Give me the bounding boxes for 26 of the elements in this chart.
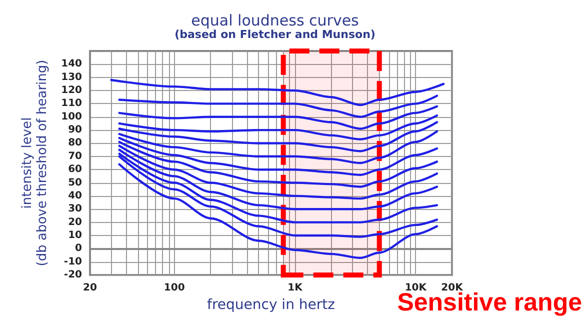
- y-tick-label: 10: [68, 230, 82, 241]
- y-tick-label: 80: [68, 138, 82, 149]
- x-axis-title: frequency in hertz: [207, 296, 335, 313]
- y-tick-label: 20: [68, 216, 82, 228]
- y-tick-label: -10: [64, 256, 82, 268]
- x-tick-label: 20: [83, 282, 97, 294]
- y-tick-label: 70: [68, 150, 82, 162]
- y-tick-label: 110: [61, 98, 82, 110]
- y-tick-label: 30: [68, 204, 82, 215]
- x-tick-label: 10K: [404, 282, 428, 294]
- y-tick-label: -20: [64, 270, 82, 280]
- chart-subtitle: (based on Fletcher and Munson): [174, 28, 376, 41]
- y-tick-label: 50: [68, 177, 82, 188]
- y-tick-label: 130: [61, 72, 82, 83]
- y-tick-label: 140: [61, 58, 82, 70]
- y-tick-label: 60: [68, 164, 82, 176]
- x-tick-label: 1K: [288, 282, 304, 294]
- y-tick-label: 100: [61, 111, 82, 122]
- x-tick-label: 100: [164, 282, 185, 294]
- x-tick-label: 20K: [441, 282, 464, 294]
- y-tick-label: 0: [75, 243, 82, 254]
- y-tick-label: 90: [68, 124, 82, 136]
- y-axis-title: intensity level (db above threshold of hearing): [20, 60, 50, 266]
- y-tick-label: 120: [61, 85, 82, 96]
- y-tick-label: 40: [68, 190, 82, 202]
- chart-title: equal loudness curves: [191, 12, 360, 30]
